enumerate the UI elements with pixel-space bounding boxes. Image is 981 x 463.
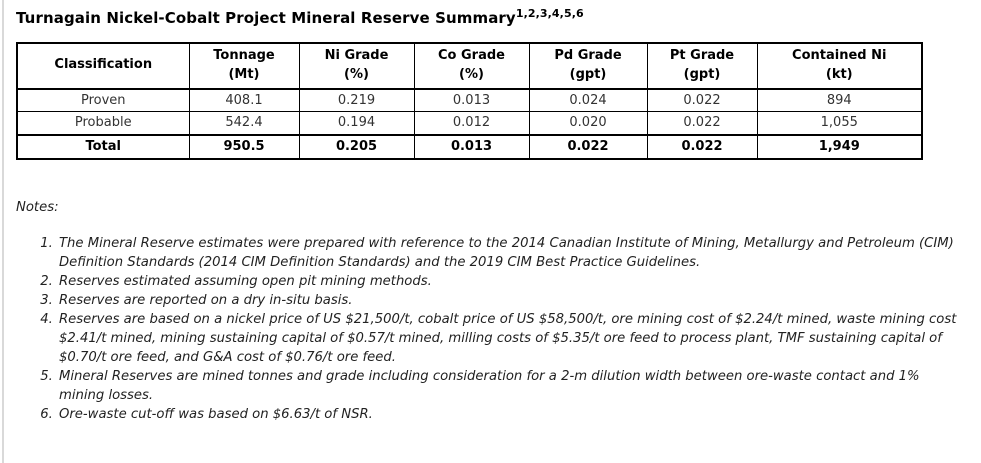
- note-item-2: Reserves estimated assuming open pit min…: [57, 272, 961, 291]
- table-body: Proven 408.1 0.219 0.013 0.024 0.022 894…: [16, 88, 923, 160]
- column-header-co-grade: Co Grade (%): [413, 42, 530, 90]
- note-item-5: Mineral Reserves are mined tonnes and gr…: [57, 367, 961, 405]
- cell-pt-grade: 0.022: [646, 111, 758, 136]
- cell-ni-grade: 0.205: [298, 133, 415, 160]
- column-header-tonnage: Tonnage (Mt): [188, 42, 300, 90]
- cell-co-grade: 0.013: [413, 88, 530, 113]
- cell-contained-ni: 1,949: [756, 133, 923, 160]
- cell-pt-grade: 0.022: [646, 88, 758, 113]
- table-row-probable: Probable 542.4 0.194 0.012 0.020 0.022 1…: [16, 111, 923, 136]
- table-header: Classification Tonnage (Mt) Ni Grade (%) C…: [16, 42, 923, 90]
- cell-tonnage: 408.1: [188, 88, 300, 113]
- note-item-6: Ore-waste cut-off was based on $6.63/t o…: [57, 405, 961, 424]
- page-left-border: [2, 0, 4, 463]
- notes-section: Notes: The Mineral Reserve estimates wer…: [16, 198, 961, 424]
- cell-pd-grade: 0.020: [528, 111, 648, 136]
- table-header-row: Classification Tonnage (Mt) Ni Grade (%) C…: [16, 42, 923, 90]
- table-row-proven: Proven 408.1 0.219 0.013 0.024 0.022 894: [16, 88, 923, 113]
- cell-pt-grade: 0.022: [646, 133, 758, 160]
- cell-ni-grade: 0.219: [298, 88, 415, 113]
- cell-contained-ni: 894: [756, 88, 923, 113]
- cell-classification: Probable: [16, 111, 190, 136]
- cell-tonnage: 542.4: [188, 111, 300, 136]
- page-title: Turnagain Nickel-Cobalt Project Mineral …: [16, 7, 963, 27]
- cell-co-grade: 0.013: [413, 133, 530, 160]
- cell-tonnage: 950.5: [188, 133, 300, 160]
- notes-label: Notes:: [16, 199, 59, 215]
- cell-pd-grade: 0.022: [528, 133, 648, 160]
- note-item-3: Reserves are reported on a dry in-situ b…: [57, 291, 961, 310]
- notes-list: The Mineral Reserve estimates were prepa…: [16, 234, 961, 424]
- cell-pd-grade: 0.024: [528, 88, 648, 113]
- column-header-classification: Classification: [16, 42, 190, 90]
- table-row-total: Total 950.5 0.205 0.013 0.022 0.022 1,94…: [16, 133, 923, 160]
- cell-classification: Proven: [16, 88, 190, 113]
- page-content: Turnagain Nickel-Cobalt Project Mineral …: [0, 0, 981, 424]
- title-footnote-superscript: 1,2,3,4,5,6: [515, 7, 584, 20]
- cell-contained-ni: 1,055: [756, 111, 923, 136]
- cell-classification: Total: [16, 133, 190, 160]
- note-item-1: The Mineral Reserve estimates were prepa…: [57, 234, 961, 272]
- column-header-contained-ni: Contained Ni (kt): [756, 42, 923, 90]
- cell-co-grade: 0.012: [413, 111, 530, 136]
- column-header-ni-grade: Ni Grade (%): [298, 42, 415, 90]
- cell-ni-grade: 0.194: [298, 111, 415, 136]
- column-header-pd-grade: Pd Grade (gpt): [528, 42, 648, 90]
- page-title-text: Turnagain Nickel-Cobalt Project Mineral …: [16, 9, 516, 27]
- column-header-pt-grade: Pt Grade (gpt): [646, 42, 758, 90]
- note-item-4: Reserves are based on a nickel price of …: [57, 310, 961, 367]
- mineral-reserve-table: Classification Tonnage (Mt) Ni Grade (%) C…: [16, 42, 923, 160]
